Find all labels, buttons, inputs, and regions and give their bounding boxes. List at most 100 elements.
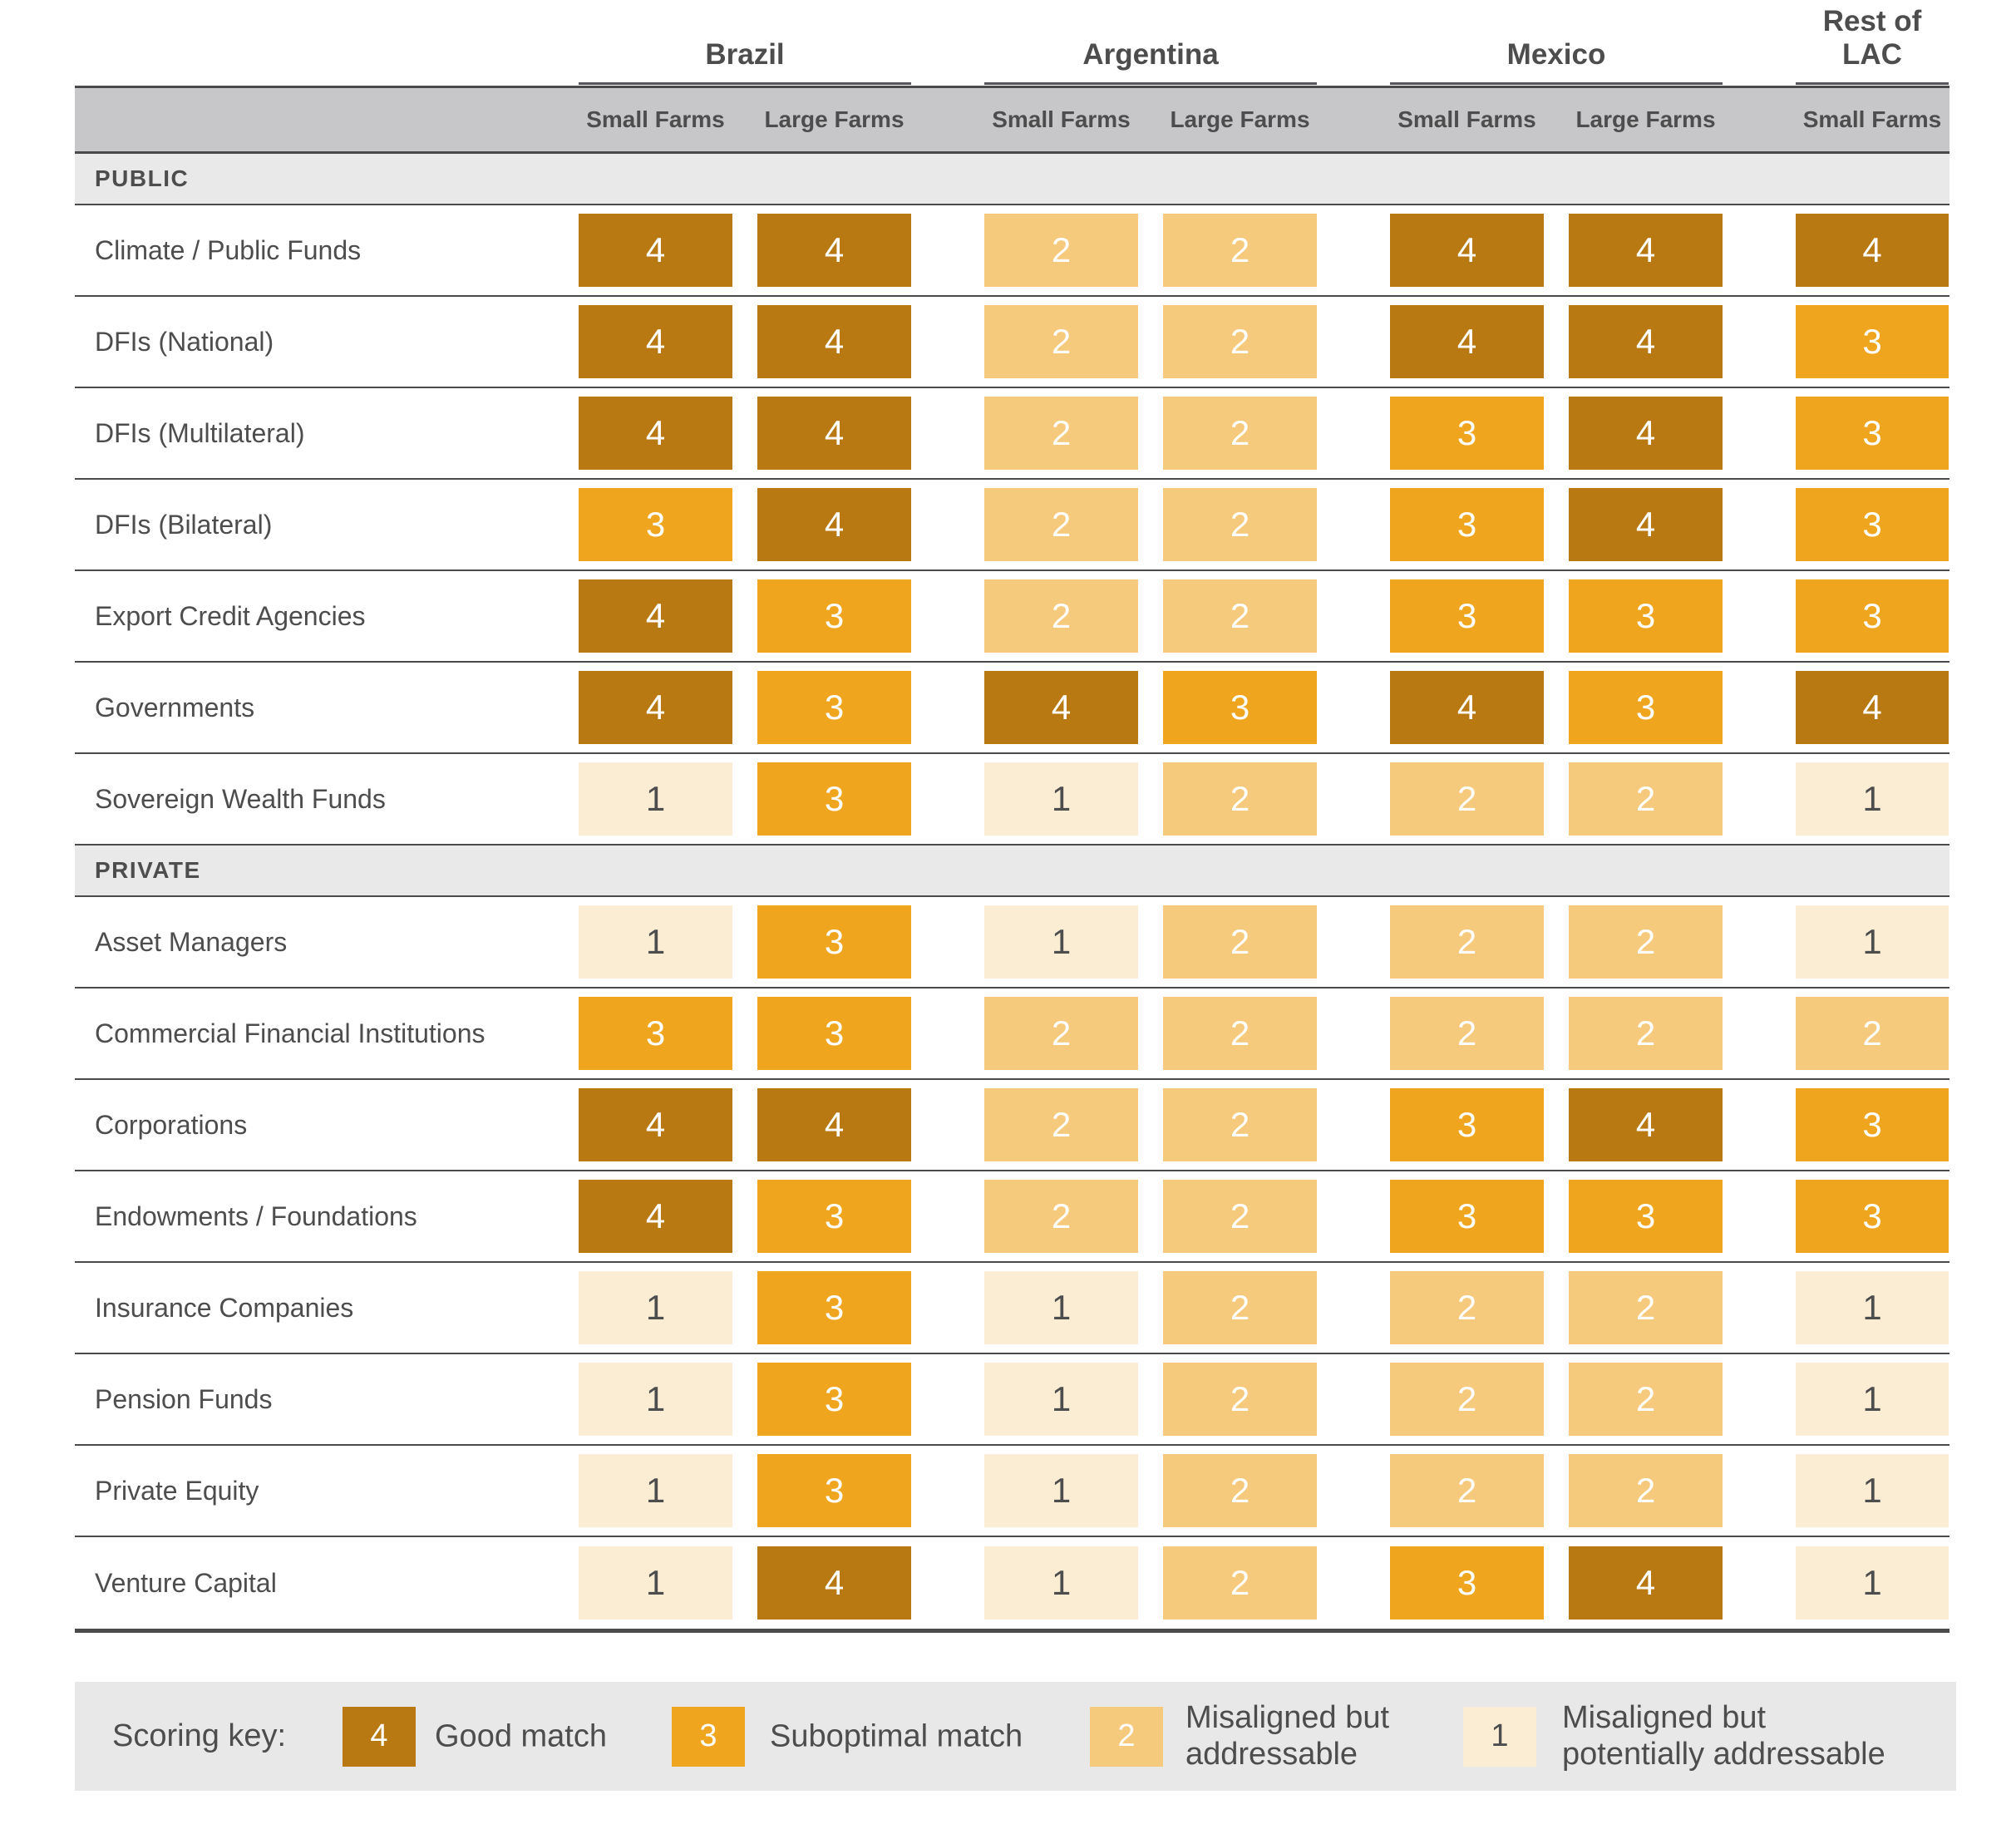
score-cell: 3 (1796, 579, 1949, 653)
country-underline (984, 82, 1317, 85)
score-cell: 4 (1796, 214, 1949, 287)
score-cell: 3 (1390, 579, 1544, 653)
score-cell: 1 (984, 905, 1138, 979)
score-cell: 4 (757, 397, 911, 470)
section-label: PUBLIC (95, 165, 190, 191)
score-cell: 4 (984, 671, 1138, 744)
score-cell: 1 (579, 1271, 732, 1344)
score-cell: 1 (1796, 1546, 1949, 1620)
score-cell: 2 (1569, 997, 1723, 1070)
legend-label-good-match: Good match (435, 1718, 607, 1754)
score-cell: 2 (1163, 1271, 1317, 1344)
score-cell: 4 (579, 214, 732, 287)
score-cell: 4 (757, 1088, 911, 1161)
country-underline (579, 82, 911, 85)
country-underline (1390, 82, 1723, 85)
score-cell: 2 (1569, 1363, 1723, 1436)
data-row-asset-managers: Asset Managers 1 3 1 2 2 2 1 (75, 897, 1949, 988)
score-cell: 3 (757, 905, 911, 979)
table-body: PUBLIC Climate / Public Funds 4 4 2 2 4 4 4 DFIs … (75, 154, 1949, 1633)
score-cell: 1 (1796, 1363, 1949, 1436)
score-cell: 2 (1163, 397, 1317, 470)
score-cell: 2 (1163, 1088, 1317, 1161)
country-header-argentina: Argentina (984, 5, 1317, 106)
score-cell: 2 (1163, 1180, 1317, 1253)
score-cell: 2 (1569, 762, 1723, 836)
data-row-commercial-financial-institutions: Commercial Financial Institutions 3 3 2 2 2 2 2 (75, 988, 1949, 1080)
data-row-private-equity: Private Equity 1 3 1 2 2 2 1 (75, 1446, 1949, 1537)
score-cell: 2 (984, 579, 1138, 653)
score-cell: 3 (1390, 1180, 1544, 1253)
score-cell: 1 (984, 1546, 1138, 1620)
score-cell: 1 (1796, 1454, 1949, 1527)
data-row-dfis-multilateral: DFIs (Multilateral) 4 4 2 2 3 4 3 (75, 388, 1949, 480)
score-cell: 1 (579, 762, 732, 836)
score-cell: 2 (984, 214, 1138, 287)
score-cell: 2 (1569, 905, 1723, 979)
score-cell: 2 (1390, 1363, 1544, 1436)
score-cell: 2 (984, 305, 1138, 378)
country-name: Rest of LAC (1822, 5, 1922, 71)
farm-size-header-rest-of-lac-small-farms: Small Farms (1802, 106, 1942, 132)
data-row-insurance-companies: Insurance Companies 1 3 1 2 2 2 1 (75, 1263, 1949, 1354)
data-row-venture-capital: Venture Capital 1 4 1 2 3 4 1 (75, 1537, 1949, 1633)
legend-label-suboptimal-match: Suboptimal match (770, 1718, 1023, 1754)
score-cell: 4 (579, 397, 732, 470)
score-cell: 1 (1796, 1271, 1949, 1344)
score-cell: 3 (757, 997, 911, 1070)
score-cell: 1 (579, 1546, 732, 1620)
country-underline (1796, 82, 1949, 85)
score-cell: 2 (1569, 1271, 1723, 1344)
score-cell: 3 (579, 997, 732, 1070)
data-row-climate-public-funds: Climate / Public Funds 4 4 2 2 4 4 4 (75, 205, 1949, 297)
score-cell: 4 (579, 671, 732, 744)
score-cell: 2 (1163, 488, 1317, 561)
score-cell: 3 (1390, 397, 1544, 470)
score-cell: 3 (1796, 1180, 1949, 1253)
score-cell: 1 (579, 1363, 732, 1436)
row-label: Venture Capital (95, 1567, 277, 1598)
row-label: Commercial Financial Institutions (95, 1018, 486, 1048)
score-cell: 2 (1569, 1454, 1723, 1527)
score-cell: 2 (984, 397, 1138, 470)
score-cell: 2 (1163, 305, 1317, 378)
legend-label-misaligned-potentially-addressable: Misaligned but potentially addressable (1562, 1699, 1885, 1772)
score-cell: 4 (579, 579, 732, 653)
score-cell: 1 (984, 1271, 1138, 1344)
row-label: Corporations (95, 1109, 248, 1140)
score-cell: 2 (1163, 1546, 1317, 1620)
score-cell: 3 (1796, 397, 1949, 470)
score-cell: 3 (1163, 671, 1317, 744)
legend-label-misaligned-addressable: Misaligned but addressable (1185, 1699, 1390, 1772)
farm-size-header-row: Small Farms Large Farms Small Farms Large F… (75, 86, 1949, 154)
farm-size-header-argentina-small-farms: Small Farms (992, 106, 1131, 132)
score-cell: 2 (1390, 905, 1544, 979)
farm-size-header-mexico-large-farms: Large Farms (1575, 106, 1716, 132)
score-cell: 3 (1796, 488, 1949, 561)
country-header-row: Brazil Argentina Mexico Rest of LAC (75, 5, 1949, 86)
section-row-public: PUBLIC (75, 154, 1949, 205)
score-cell: 3 (757, 1180, 911, 1253)
score-cell: 3 (757, 762, 911, 836)
score-cell: 3 (1390, 1088, 1544, 1161)
score-cell: 1 (579, 1454, 732, 1527)
row-label: Governments (95, 692, 255, 722)
score-cell: 3 (1796, 305, 1949, 378)
score-cell: 3 (1390, 488, 1544, 561)
score-cell: 2 (1163, 997, 1317, 1070)
score-cell: 4 (757, 1546, 911, 1620)
score-cell: 2 (984, 997, 1138, 1070)
row-label: Asset Managers (95, 926, 288, 957)
farm-size-header-brazil-small-farms: Small Farms (586, 106, 725, 132)
scoring-key-legend: Scoring key: 4 Good match 3 Suboptimal m… (75, 1682, 1956, 1791)
row-label: Sovereign Wealth Funds (95, 783, 386, 814)
score-cell: 4 (1569, 1088, 1723, 1161)
score-cell: 4 (1390, 214, 1544, 287)
score-cell: 2 (1163, 1363, 1317, 1436)
row-label: DFIs (Bilateral) (95, 509, 273, 540)
row-label: DFIs (National) (95, 326, 274, 357)
section-row-private: PRIVATE (75, 846, 1949, 897)
data-row-dfis-national: DFIs (National) 4 4 2 2 4 4 3 (75, 297, 1949, 388)
score-cell: 3 (1796, 1088, 1949, 1161)
row-label: Pension Funds (95, 1383, 273, 1414)
